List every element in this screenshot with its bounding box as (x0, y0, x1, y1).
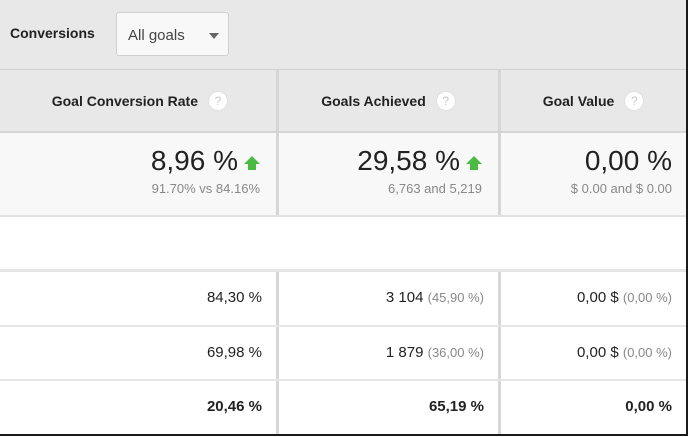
summary-goal-conversion-rate: 8,96 % 91.70% vs 84.16% (0, 133, 276, 215)
goal-value-cell: 0,00 $ (0,00 %) (576, 344, 672, 361)
summary-detail: $ 0.00 and $ 0.00 (570, 181, 672, 196)
column-header-goal-conversion-rate[interactable]: Goal Conversion Rate ? (0, 70, 276, 131)
column-label: Goal Value (542, 92, 615, 109)
column-label: Goal Conversion Rate (51, 92, 198, 109)
column-header-goal-value[interactable]: Goal Value ? (498, 70, 686, 131)
total-goal-conversion-rate: 20,46 % (206, 398, 262, 415)
column-label: Goals Achieved (321, 92, 426, 109)
goals-achieved-cell: 1 879 (36,00 %) (385, 344, 484, 361)
help-icon[interactable]: ? (624, 90, 645, 111)
caret-down-icon (209, 33, 219, 39)
trend-up-arrow-icon (466, 155, 482, 170)
summary-goal-value: 0,00 % $ 0.00 and $ 0.00 (498, 133, 686, 215)
total-goals-achieved: 65,19 % (428, 398, 484, 415)
summary-detail: 6,763 and 5,219 (388, 181, 482, 196)
total-goal-value: 0,00 % (625, 398, 672, 415)
column-header-row: Goal Conversion Rate ? Goals Achieved ? … (0, 70, 686, 133)
summary-value: 0,00 % (584, 145, 672, 176)
help-icon[interactable]: ? (208, 90, 228, 111)
spacer-row (0, 217, 686, 272)
goal-value-cell: 0,00 $ (0,00 %) (576, 289, 672, 306)
totals-row: 20,46 % 65,19 % 0,00 % (0, 381, 686, 434)
goal-select-value: All goals (128, 27, 185, 44)
table-row: 69,98 % 1 879 (36,00 %) 0,00 $ (0,00 %) (0, 327, 686, 381)
goal-conversion-rate-cell: 84,30 % (206, 289, 262, 306)
summary-row: 8,96 % 91.70% vs 84.16% 29,58 % 6,763 an… (0, 133, 686, 217)
summary-goals-achieved: 29,58 % 6,763 and 5,219 (276, 133, 498, 215)
trend-up-arrow-icon (244, 155, 260, 170)
goal-conversion-rate-cell: 69,98 % (206, 344, 262, 361)
toolbar: Conversions All goals (0, 0, 686, 70)
help-icon[interactable]: ? (435, 90, 456, 111)
summary-value: 29,58 % (357, 145, 460, 176)
goal-select-dropdown[interactable]: All goals (116, 12, 229, 56)
goals-achieved-cell: 3 104 (45,90 %) (385, 289, 484, 306)
column-header-goals-achieved[interactable]: Goals Achieved ? (276, 70, 498, 131)
summary-value: 8,96 % (150, 145, 238, 176)
table-row: 84,30 % 3 104 (45,90 %) 0,00 $ (0,00 %) (0, 272, 686, 327)
summary-detail: 91.70% vs 84.16% (151, 181, 260, 196)
conversions-label: Conversions (10, 25, 95, 41)
